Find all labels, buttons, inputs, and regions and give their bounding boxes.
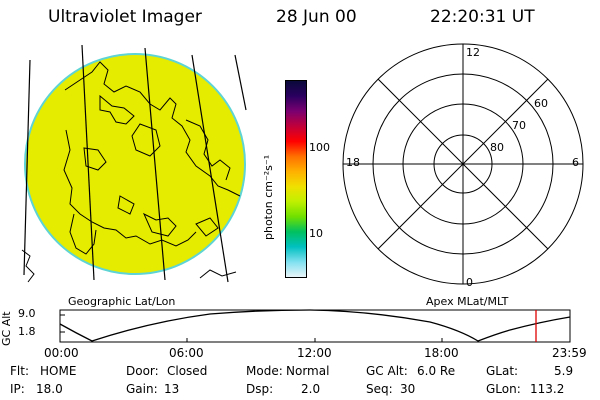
dsp-value: 2.0: [301, 382, 321, 396]
glat-value: 5.9: [554, 364, 574, 378]
polar-grid: [342, 43, 584, 285]
orbit-xtick-2: 12:00: [297, 346, 332, 360]
mlt-label-6: 6: [572, 156, 579, 169]
instrument-title: Ultraviolet Imager: [48, 7, 202, 27]
orbit-xtick-1: 06:00: [169, 346, 204, 360]
longitude-lines: [23, 44, 247, 283]
altitude-curve: [59, 309, 571, 342]
lat-label-80: 80: [490, 141, 504, 154]
lat-label-60: 60: [534, 97, 548, 110]
dsp-label: Dsp:: [246, 382, 274, 396]
ip-label: IP:: [10, 382, 25, 396]
mlt-label-18: 18: [346, 156, 360, 169]
glat-label: GLat:: [486, 364, 519, 378]
image-caption: Geographic Lat/Lon: [68, 295, 176, 308]
orbit-ytick-top: 9.0: [18, 307, 36, 320]
orbit-xtick-4: 23:59: [552, 346, 587, 360]
orbit-xtick-3: 18:00: [424, 346, 459, 360]
mlt-label-0: 0: [466, 276, 473, 289]
colorbar-tick-10: 10: [309, 227, 323, 240]
mode-value: Normal: [286, 364, 330, 378]
seq-label: Seq:: [366, 382, 393, 396]
colorbar: [285, 80, 307, 278]
outside-coast: [21, 249, 237, 283]
mlt-label-12: 12: [466, 46, 480, 59]
flt-label: Flt:: [10, 364, 29, 378]
gcalt-value: 6.0 Re: [417, 364, 456, 378]
gain-value: 13: [164, 382, 180, 396]
colorbar-tick-100: 100: [309, 141, 330, 154]
observation-date: 28 Jun 00: [276, 7, 357, 27]
gain-label: Gain:: [126, 382, 158, 396]
door-label: Door:: [126, 364, 159, 378]
glon-value: 113.2: [530, 382, 565, 396]
mode-label: Mode:: [246, 364, 283, 378]
seq-value: 30: [400, 382, 416, 396]
ip-value: 18.0: [36, 382, 63, 396]
orbit-ytick-bottom: 1.8: [18, 325, 36, 338]
observation-time: 22:20:31 UT: [430, 7, 535, 27]
glon-label: GLon:: [486, 382, 521, 396]
coastlines: [63, 61, 241, 255]
door-value: Closed: [167, 364, 208, 378]
polar-caption: Apex MLat/MLT: [426, 295, 509, 308]
orbit-xtick-0: 00:00: [44, 346, 79, 360]
lat-label-70: 70: [512, 119, 526, 132]
flt-value: HOME: [40, 364, 77, 378]
earth-disk: [24, 53, 246, 275]
gcalt-label: GC Alt:: [366, 364, 408, 378]
earth-image: [21, 44, 247, 283]
